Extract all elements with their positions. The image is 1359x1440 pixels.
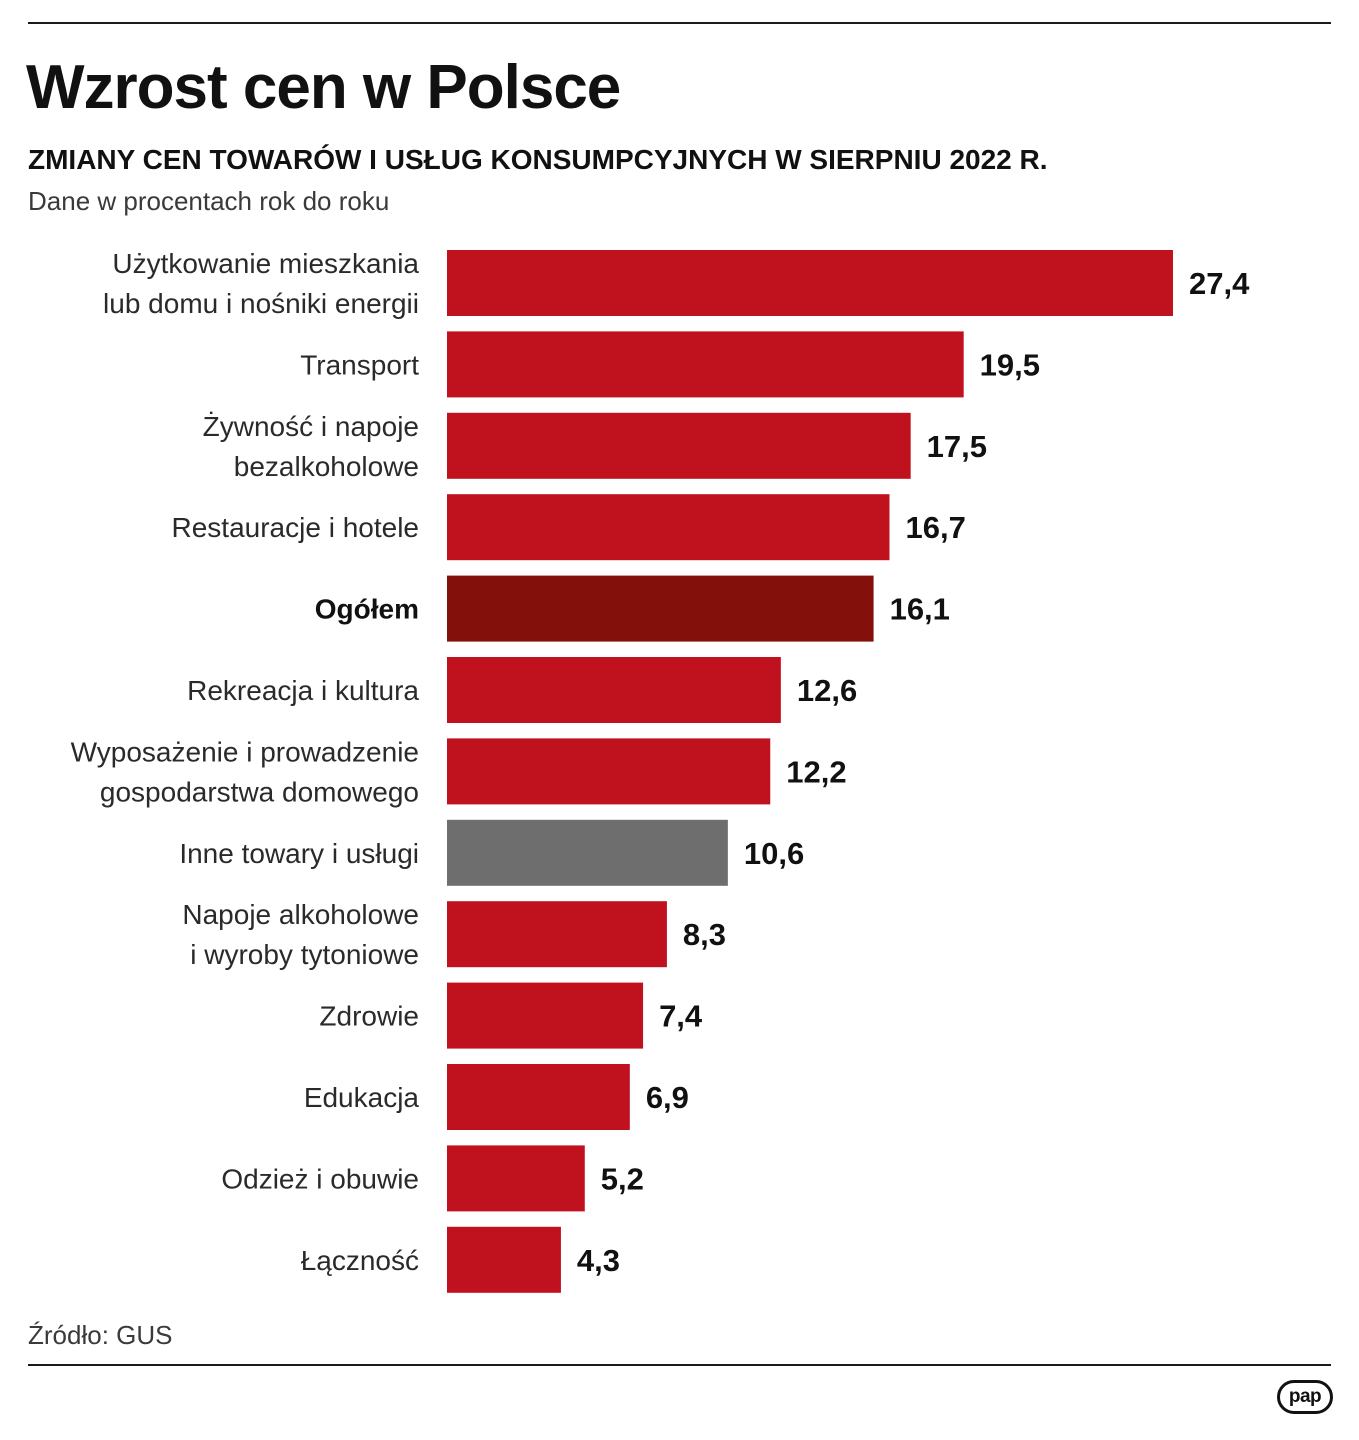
- category-label: Użytkowanie mieszkania lub domu i nośniki…: [103, 248, 419, 319]
- category-label: Odzież i obuwie: [221, 1163, 419, 1194]
- bar: [447, 901, 667, 968]
- value-label: 16,1: [890, 592, 950, 627]
- bottom-rule: [28, 1364, 1331, 1366]
- bar: [447, 982, 644, 1049]
- bar: [447, 1226, 561, 1293]
- value-label: 27,4: [1189, 266, 1250, 301]
- category-label: Transport: [300, 349, 419, 380]
- value-label: 7,4: [659, 999, 703, 1034]
- bar: [447, 250, 1173, 316]
- top-rule: [28, 22, 1331, 24]
- chart-subtitle: ZMIANY CEN TOWARÓW I USŁUG KONSUMPCYJNYC…: [28, 144, 1048, 175]
- category-label: Restauracje i hotele: [172, 512, 419, 543]
- value-label: 10,6: [744, 836, 804, 871]
- bar: [447, 1064, 630, 1130]
- pap-logo: pap: [1277, 1380, 1333, 1414]
- bar: [447, 331, 964, 398]
- value-label: 12,2: [786, 754, 846, 789]
- category-label: Inne towary i usługi: [179, 838, 419, 869]
- category-label: Edukacja: [304, 1082, 420, 1113]
- category-label: Napoje alkoholowe i wyroby tytoniowe: [182, 899, 419, 970]
- bar: [447, 575, 874, 642]
- value-label: 19,5: [980, 347, 1040, 382]
- value-label: 17,5: [927, 429, 987, 464]
- category-label: Ogółem: [315, 594, 419, 625]
- category-label: Zdrowie: [319, 1001, 419, 1032]
- value-label: 4,3: [577, 1243, 620, 1278]
- value-label: 16,7: [905, 510, 965, 545]
- bar: [447, 738, 771, 805]
- bar: [447, 819, 728, 886]
- value-label: 8,3: [683, 917, 726, 952]
- unit-note: Dane w procentach rok do roku: [28, 186, 390, 216]
- bar: [447, 494, 890, 561]
- category-label: Rekreacja i kultura: [187, 675, 419, 706]
- bar: [447, 657, 781, 723]
- source-note: Źródło: GUS: [28, 1320, 173, 1350]
- logo-text: pap: [1288, 1386, 1322, 1407]
- category-label: Wyposażenie i prowadzenie gospodarstwa do…: [71, 736, 419, 807]
- bar: [447, 412, 911, 479]
- value-label: 12,6: [797, 673, 857, 708]
- chart-title: Wzrost cen w Polsce: [26, 53, 621, 122]
- category-label: Żywność i napoje bezalkoholowe: [203, 411, 419, 482]
- value-label: 5,2: [601, 1161, 644, 1196]
- category-label: Łączność: [301, 1245, 419, 1276]
- bar: [447, 1145, 585, 1212]
- value-label: 6,9: [646, 1080, 689, 1115]
